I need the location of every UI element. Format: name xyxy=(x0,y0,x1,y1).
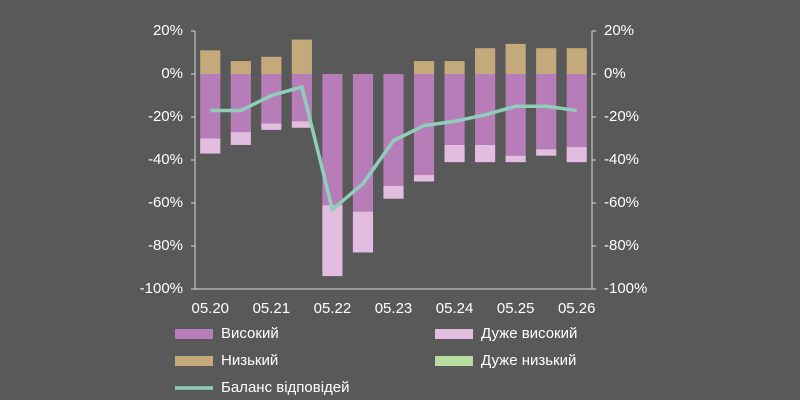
bar xyxy=(322,74,343,206)
bar xyxy=(475,74,496,145)
y-tick-label: 20% xyxy=(153,22,183,39)
y2-tick-label: 20% xyxy=(604,22,634,39)
bar xyxy=(566,147,587,163)
bar xyxy=(230,61,251,74)
y2-tick-label: -80% xyxy=(604,237,639,254)
y-tick-label: 0% xyxy=(161,65,183,82)
bar xyxy=(291,39,312,74)
bar xyxy=(505,74,526,156)
y-tick-label: -80% xyxy=(148,237,183,254)
bar xyxy=(200,138,221,154)
y2-tick-label: 0% xyxy=(604,65,626,82)
x-tick-label: 05.26 xyxy=(558,300,596,317)
legend-swatch xyxy=(435,329,473,339)
line xyxy=(210,84,577,213)
legend-label: Високий xyxy=(221,325,279,342)
bar xyxy=(444,74,465,145)
bar xyxy=(261,74,282,124)
bar xyxy=(505,43,526,74)
bar xyxy=(475,144,496,163)
bar xyxy=(261,56,282,74)
bar xyxy=(383,74,404,186)
x-tick-label: 05.20 xyxy=(191,300,229,317)
y-tick-label: -100% xyxy=(140,280,183,297)
bar xyxy=(536,48,557,74)
x-tick-label: 05.23 xyxy=(375,300,413,317)
legend-swatch xyxy=(175,356,213,366)
bar xyxy=(322,205,343,277)
y-tick-label: -40% xyxy=(148,151,183,168)
bar xyxy=(444,144,465,163)
y2-tick-label: -60% xyxy=(604,194,639,211)
bar xyxy=(475,48,496,74)
legend-swatch xyxy=(175,329,213,339)
bar xyxy=(200,50,221,74)
y2-tick-label: -40% xyxy=(604,151,639,168)
x-tick-label: 05.22 xyxy=(314,300,352,317)
y-tick-label: -20% xyxy=(148,108,183,125)
legend-label: Дуже низький xyxy=(481,352,576,369)
y2-tick-label: -20% xyxy=(604,108,639,125)
bar xyxy=(536,149,557,156)
bar xyxy=(230,74,251,133)
bar xyxy=(536,74,557,150)
legend-label: Низький xyxy=(221,352,278,369)
bar xyxy=(566,48,587,74)
legend-label: Дуже високий xyxy=(481,325,577,342)
bar xyxy=(230,132,251,145)
bar xyxy=(291,121,312,128)
bar xyxy=(261,123,282,130)
legend-label: Баланс відповідей xyxy=(221,379,350,396)
bar xyxy=(413,175,435,182)
y2-tick-label: -100% xyxy=(604,280,647,297)
bar xyxy=(200,74,221,139)
bar xyxy=(383,185,404,199)
x-tick-label: 05.21 xyxy=(253,300,291,317)
bar xyxy=(444,61,465,74)
bar xyxy=(505,155,526,163)
x-tick-label: 05.24 xyxy=(436,300,474,317)
bar xyxy=(352,211,374,253)
y-tick-label: -60% xyxy=(148,194,183,211)
bar xyxy=(413,61,435,74)
legend-swatch xyxy=(435,356,473,366)
x-tick-label: 05.25 xyxy=(497,300,535,317)
